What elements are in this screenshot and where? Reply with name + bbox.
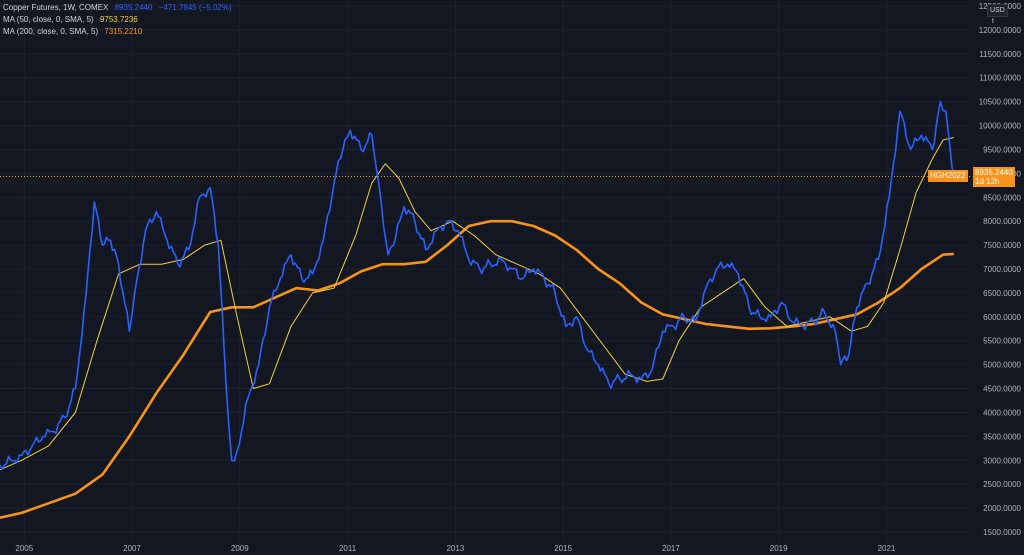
price-axis[interactable]: 1500.0000 2000.0000 2500.0000 3000.0000 3500… [979,2,1022,537]
y-tick-label: 9500.0000 [983,145,1021,154]
series-lines [0,100,970,519]
y-tick-label: 10000.0000 [979,122,1022,131]
y-tick-label: 3000.0000 [983,456,1021,465]
legend-main-label: Copper Futures, 1W, COMEX [3,3,109,12]
y-tick-label: 6500.0000 [983,289,1021,298]
last-price-value: 8935.2440 [975,168,1013,177]
currency-button[interactable]: USD [987,4,1008,17]
y-tick-label: 11000.0000 [979,74,1021,83]
y-tick-label: 7000.0000 [983,265,1021,274]
y-tick-label: 5500.0000 [983,337,1021,346]
legend-row-ma50[interactable]: MA (50, close, 0, SMA, 5) 9753.7236 [3,14,232,26]
x-tick-label: 2017 [662,544,680,553]
legend-main-change: −471.7845 (−5.02%) [158,3,232,12]
y-tick-label: 4500.0000 [983,385,1021,394]
x-tick-label: 2013 [446,544,464,553]
last-price-tag: 8935.2440 1d 12h [973,167,1015,187]
y-tick-label: 10500.0000 [979,98,1022,107]
legend-ma50-label: MA (50, close, 0, SMA, 5) [3,15,94,24]
legend-row-ma200[interactable]: MA (200, close, 0, SMA, 5) 7315.2210 [3,26,232,38]
y-tick-label: 12000.0000 [979,26,1022,35]
price-series-line [0,100,955,470]
y-tick-label: 6000.0000 [983,313,1021,322]
x-tick-label: 2015 [554,544,572,553]
y-tick-label: 3500.0000 [983,432,1021,441]
legend-ma200-value: 7315.2210 [104,27,143,36]
legend-ma200-label: MA (200, close, 0, SMA, 5) [3,27,99,36]
y-tick-label: 11500.0000 [979,50,1021,59]
unit-toggle-button[interactable]: t [992,18,994,25]
y-tick-label: 8500.0000 [983,193,1021,202]
bar-countdown: 1d 12h [975,177,1000,186]
y-tick-label: 2500.0000 [983,480,1021,489]
ma50-series-line [0,137,954,471]
ma200-series-line [0,219,954,519]
legend-row-main[interactable]: Copper Futures, 1W, COMEX 8935.2440 −471… [3,2,232,14]
y-tick-label: 5000.0000 [983,361,1021,370]
x-tick-label: 2009 [231,544,249,553]
x-tick-label: 2005 [15,544,33,553]
y-tick-label: 4000.0000 [983,408,1021,417]
x-tick-label: 2019 [770,544,788,553]
symbol-tag: HGH2022 [928,170,968,182]
chart-legend: Copper Futures, 1W, COMEX 8935.2440 −471… [3,2,232,38]
x-tick-label: 2011 [339,544,357,553]
x-tick-label: 2007 [123,544,141,553]
y-tick-label: 7500.0000 [983,241,1021,250]
y-tick-label: 1500.0000 [983,528,1021,537]
x-tick-label: 2021 [878,544,896,553]
grid-lines [0,0,970,542]
time-axis[interactable]: 2005 2007 2009 2011 2013 2015 2017 2019 2021 [15,544,896,553]
legend-main-price: 8935.2440 [114,3,153,12]
y-tick-label: 8000.0000 [983,217,1021,226]
legend-ma50-value: 9753.7236 [99,15,138,24]
y-tick-label: 2000.0000 [983,504,1021,513]
